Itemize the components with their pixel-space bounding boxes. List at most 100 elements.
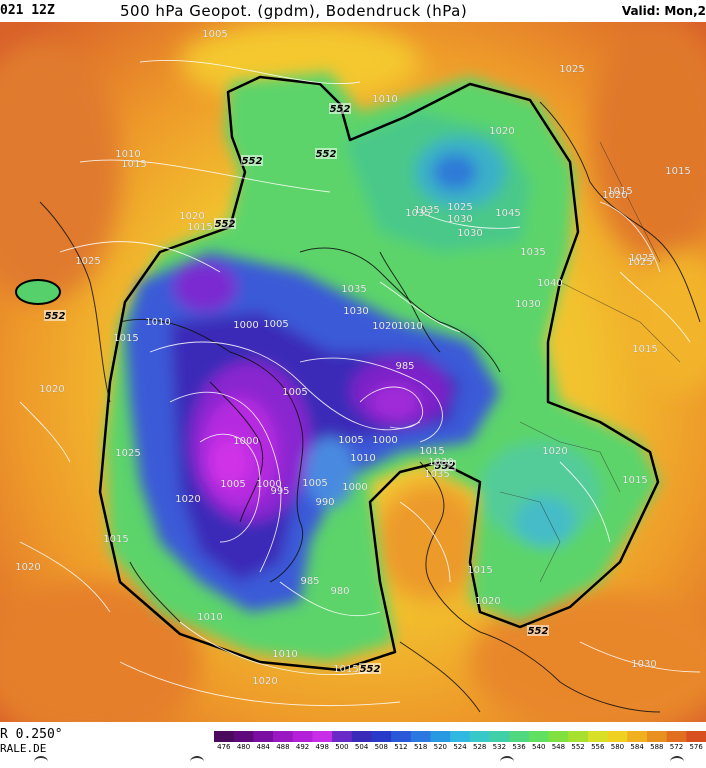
nav-hint-arc (670, 756, 684, 768)
color-scale-label: 500 (335, 743, 349, 751)
isobar-label: 985 (395, 361, 414, 372)
contour-552-label: 552 (330, 104, 351, 115)
isobar-label: 1035 (520, 247, 545, 258)
isobar-label: 1015 (121, 159, 146, 170)
color-scale-swatch (292, 731, 313, 742)
isobar-label: 1000 (372, 435, 397, 446)
isobar-label: 1010 (197, 612, 222, 623)
color-scale-swatch (469, 731, 491, 742)
isobar-label: 1040 (537, 278, 562, 289)
small-trough-west (15, 279, 61, 305)
isobar-label: 1015 (103, 534, 128, 545)
color-scale-swatch (410, 731, 431, 742)
color-scale-label: 528 (472, 743, 487, 751)
isobar-label: 1025 (447, 202, 472, 213)
isobar-label: 980 (330, 586, 349, 597)
color-scale-label: 556 (591, 743, 605, 751)
isobar-label: 1010 (350, 453, 375, 464)
color-scale-swatch (332, 731, 353, 742)
color-scale-swatch (214, 731, 235, 742)
isobar-label: 1020 (175, 494, 200, 505)
isobar-label: 1035 (405, 208, 430, 219)
isobar-label: 1020 (39, 384, 64, 395)
isobar-label: 1030 (343, 306, 368, 317)
isobar-label: 1005 (338, 435, 363, 446)
color-scale-swatch (607, 731, 628, 742)
color-scale-label: 524 (453, 743, 467, 751)
nav-hint-arc (500, 756, 514, 768)
color-scale-swatch (371, 731, 392, 742)
color-scale-swatch (430, 731, 451, 742)
contour-label-bg (329, 103, 351, 114)
isobar-label: 1005 (220, 479, 245, 490)
isobars (19, 59, 701, 707)
isobar-label: 1020 (179, 211, 204, 222)
isobar-label: 1015 (632, 344, 657, 355)
color-scale-label: 552 (571, 743, 585, 751)
isobar-label: 1010 (372, 94, 397, 105)
color-scale-swatch (450, 731, 471, 742)
color-scale-labels: 476 480 484 488 492 498 500 504 508 512 518 520 524 5… (214, 743, 706, 755)
isobar-label: 1025 (75, 256, 100, 267)
isobar-label: 1025 (115, 448, 140, 459)
isobar-label: 1020 (372, 321, 397, 332)
isobar-label: 1015 (419, 446, 444, 457)
isobar-label: 1020 (475, 596, 500, 607)
isobar-label: 1015 (467, 565, 492, 576)
color-scale-label: 512 (394, 743, 408, 751)
color-scale-swatch (666, 731, 687, 742)
isobar-label: 1025 (559, 64, 584, 75)
coastlines (39, 101, 701, 713)
isobar-label: 1035 (424, 469, 449, 480)
isobar-label: 1035 (414, 205, 439, 216)
isobar-label: 1035 (341, 284, 366, 295)
isobar-label: 1030 (515, 299, 540, 310)
color-scale-swatch (509, 731, 530, 742)
contour-552-labels: 552 552 552 552 552 552 552 552 (44, 103, 549, 675)
contour-label-bg (434, 460, 456, 471)
isobar-label: 1000 (233, 320, 258, 331)
contour-label-bg (359, 663, 381, 674)
isobar-label: 995 (270, 486, 289, 497)
color-scale-label: 488 (276, 743, 290, 751)
isobar-label: 1000 (233, 436, 258, 447)
isobar-label: 1005 (302, 478, 327, 489)
color-scale-label: 540 (532, 743, 546, 751)
contour-label-bg (241, 155, 263, 166)
color-scale-label: 504 (354, 743, 369, 751)
color-scale-label: 576 (689, 743, 703, 751)
valid-time: Valid: Mon,2 (621, 4, 706, 18)
isobar-label: 1015 (187, 222, 212, 233)
color-scale-label: 498 (315, 743, 329, 751)
contour-label-bg (315, 148, 337, 159)
weather-map: 552 552 552 552 552 552 552 552 1005 1010 1025 101… (0, 22, 706, 722)
map-title: 500 hPa Geopot. (gpdm), Bodendruck (hPa) (120, 2, 468, 20)
contour-552 (98, 75, 660, 672)
color-scale-label: 476 (217, 743, 231, 751)
isobar-label: 1020 (542, 446, 567, 457)
contour-552-label: 552 (316, 149, 337, 160)
isobar-label: 1030 (457, 228, 482, 239)
isobar-label: 1030 (447, 214, 472, 225)
color-scale-label: 548 (551, 743, 566, 751)
model-resolution: R 0.250° (0, 727, 63, 742)
color-scale-swatch (587, 731, 609, 742)
isobar-label: 985 (300, 576, 319, 587)
isobar-label: 1030 (428, 457, 453, 468)
isobar-label: 1005 (263, 319, 288, 330)
isobar-label: 1015 (622, 475, 647, 486)
color-scale-label: 508 (374, 743, 388, 751)
isobar-label: 1015 (665, 166, 690, 177)
isobar-label: 1005 (202, 29, 227, 40)
isobar-label: 1015 (607, 186, 632, 197)
color-scale-swatch (646, 731, 668, 742)
color-scale-swatch (351, 731, 372, 742)
isobar-label: 1030 (631, 659, 656, 670)
header-bar: 021 12Z 500 hPa Geopot. (gpdm), Bodendru… (0, 0, 706, 22)
isobar-label: 1025 (627, 257, 652, 268)
isobar-label: 1000 (256, 479, 281, 490)
color-scale-label: 480 (236, 743, 251, 751)
color-scale-swatch (528, 731, 550, 742)
isobar-label: 990 (315, 497, 334, 508)
color-scale-label: 492 (295, 743, 310, 751)
